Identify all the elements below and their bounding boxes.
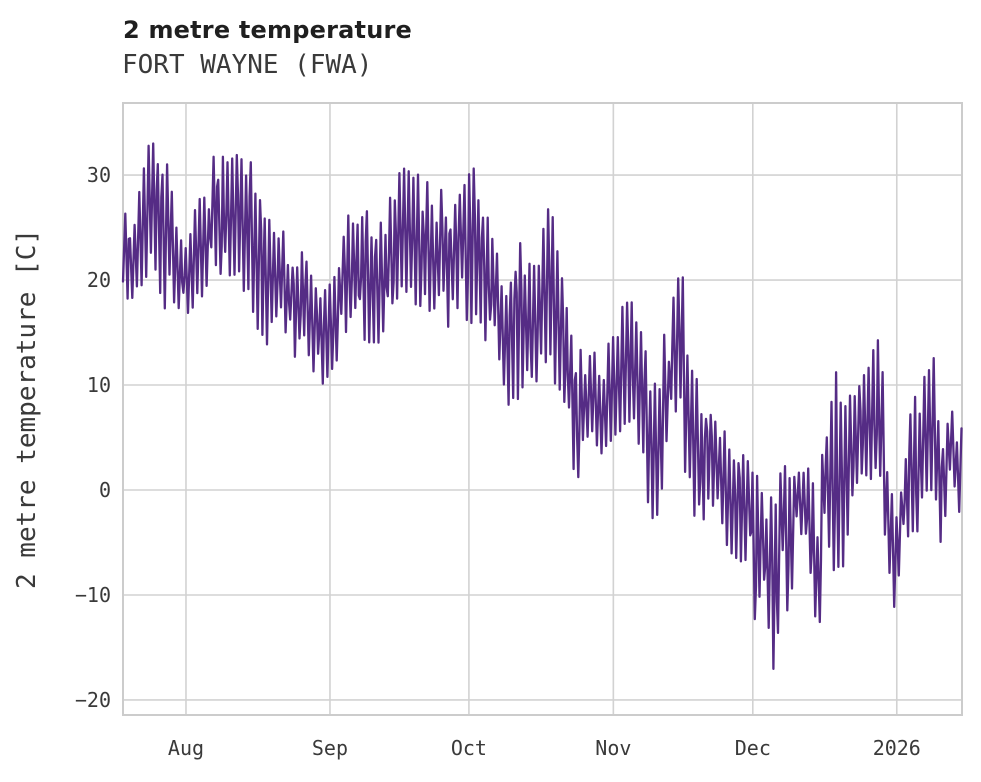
x-tick-label: Sep <box>312 736 348 760</box>
x-tick-label: Oct <box>451 736 487 760</box>
x-tick-label: Dec <box>735 736 771 760</box>
y-tick-label: 30 <box>87 163 111 187</box>
y-tick-label: 0 <box>99 478 111 502</box>
y-tick-label: −20 <box>75 688 111 712</box>
chart-subtitle: FORT WAYNE (FWA) <box>122 50 373 80</box>
y-tick-label: −10 <box>75 583 111 607</box>
temperature-line <box>121 142 963 670</box>
x-tick-label: Aug <box>168 736 204 760</box>
chart-title: 2 metre temperature <box>123 16 412 44</box>
y-tick-label: 20 <box>87 268 111 292</box>
x-tick-label: Nov <box>595 736 631 760</box>
plot-border <box>122 102 963 716</box>
x-tick-label: 2026 <box>873 736 921 760</box>
y-tick-label: 10 <box>87 373 111 397</box>
